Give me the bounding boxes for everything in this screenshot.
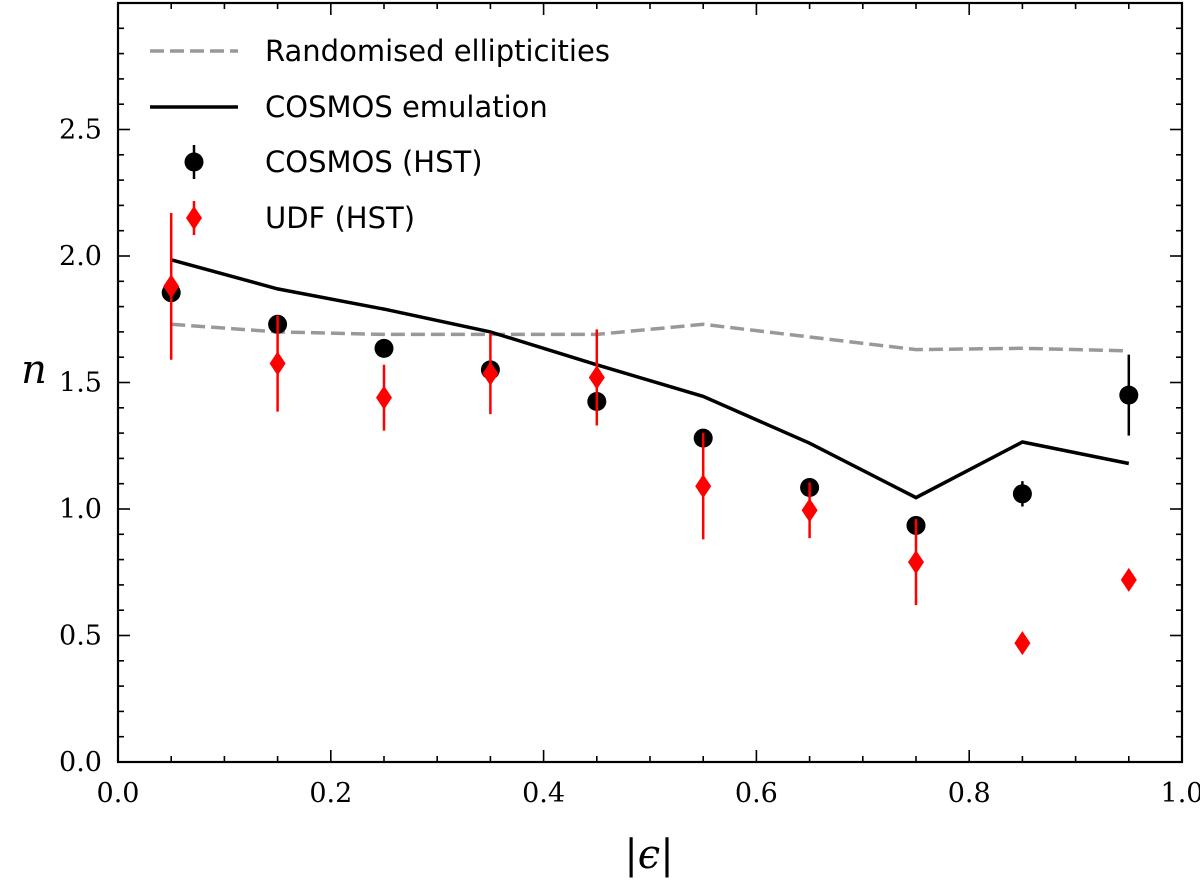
udf-hst-point bbox=[588, 365, 605, 390]
udf-hst-point bbox=[908, 550, 924, 575]
legend: Randomised ellipticities COSMOS emulation… bbox=[150, 34, 610, 235]
x-tick-label: 0.2 bbox=[309, 778, 352, 809]
legend-label-1: Randomised ellipticities bbox=[265, 34, 610, 68]
y-tick-label: 0.5 bbox=[59, 621, 102, 652]
udf-hst-point bbox=[163, 274, 180, 299]
cosmos-hst-point bbox=[1119, 385, 1139, 405]
udf-hst-point bbox=[695, 474, 712, 499]
y-tick-label: 1.0 bbox=[59, 494, 102, 525]
udf-hst-point bbox=[482, 361, 499, 386]
y-tick-label: 0.0 bbox=[59, 747, 102, 778]
legend-swatch-4 bbox=[186, 206, 202, 230]
legend-label-3: COSMOS (HST) bbox=[265, 145, 483, 179]
series-layer bbox=[161, 212, 1139, 656]
udf-hst-point bbox=[1014, 631, 1031, 656]
legend-label-2: COSMOS emulation bbox=[265, 90, 548, 124]
x-tick-label: 0.8 bbox=[948, 778, 991, 809]
udf-hst-point bbox=[376, 385, 392, 410]
x-tick-label: 0.0 bbox=[97, 778, 140, 809]
cosmos-hst-point bbox=[374, 338, 394, 358]
legend-label-4: UDF (HST) bbox=[265, 201, 415, 235]
udf-hst-point bbox=[1120, 567, 1137, 592]
cosmos-hst-point bbox=[1012, 484, 1032, 504]
x-axis-title: |ϵ| bbox=[624, 832, 673, 878]
udf-hst-point bbox=[269, 351, 286, 376]
y-axis-title: n bbox=[21, 347, 47, 393]
randomised-ellipticities-line bbox=[171, 322, 1129, 353]
y-tick-label: 1.5 bbox=[59, 368, 102, 399]
udf-hst-point bbox=[801, 498, 818, 523]
axes-layer: 0.0 0.2 0.4 0.6 0.8 1.0 0.0 0.5 1.0 1.5 2.0 2.5 bbox=[59, 1, 1200, 809]
x-tick-label: 1.0 bbox=[1161, 778, 1200, 809]
y-tick-label: 2.0 bbox=[59, 241, 102, 272]
legend-swatch-3 bbox=[184, 152, 204, 172]
x-tick-label: 0.6 bbox=[735, 778, 778, 809]
cosmos-emulation-line bbox=[170, 258, 1130, 500]
x-tick-label: 0.4 bbox=[522, 778, 565, 809]
y-tick-label: 2.5 bbox=[59, 115, 102, 146]
